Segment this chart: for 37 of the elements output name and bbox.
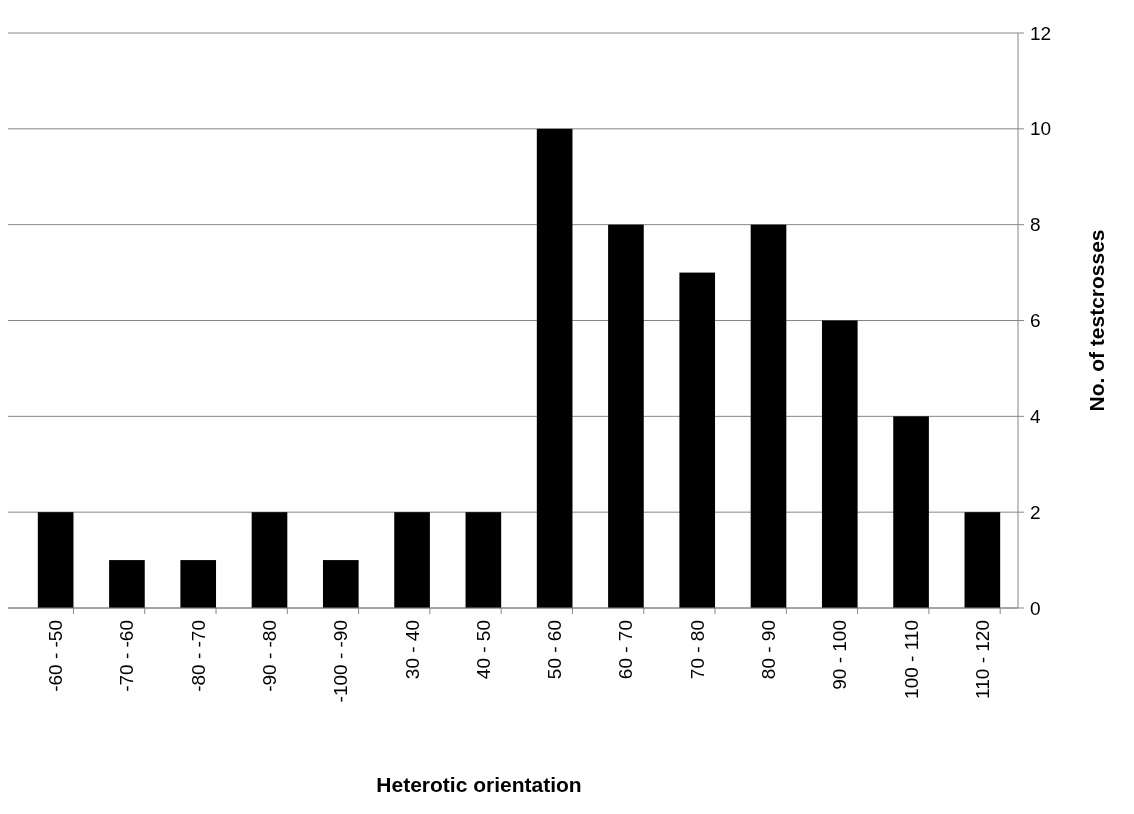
bar <box>394 512 430 608</box>
bar <box>964 512 1001 608</box>
x-axis-title: Heterotic orientation <box>376 773 582 796</box>
bar <box>750 224 787 608</box>
bar <box>679 272 716 608</box>
x-tick-label: -60 - -50 <box>45 620 67 692</box>
x-tick-label: 90 - 100 <box>829 620 851 690</box>
x-tick-label: -100 - -90 <box>330 620 352 703</box>
x-tick-label: 70 - 80 <box>686 620 708 680</box>
x-tick-label: 30 - 40 <box>401 620 423 680</box>
y-tick-label: 2 <box>1030 501 1041 523</box>
bar <box>109 560 145 608</box>
bar <box>322 560 359 608</box>
x-tick-label: 40 - 50 <box>472 620 494 680</box>
y-tick-label: 12 <box>1030 22 1052 44</box>
y-axis-title: No. of testcrosses <box>1084 229 1108 412</box>
bar <box>37 512 74 608</box>
bar <box>821 320 858 608</box>
x-tick-label: 50 - 60 <box>544 620 566 680</box>
bar <box>180 560 217 608</box>
bar <box>893 416 929 608</box>
x-tick-label: -70 - -60 <box>116 620 138 692</box>
y-tick-label: 0 <box>1030 597 1041 619</box>
bar <box>608 224 644 608</box>
x-tick-label: 60 - 70 <box>615 620 637 680</box>
bar <box>251 512 288 608</box>
y-tick-label: 4 <box>1030 405 1041 427</box>
y-tick-label: 8 <box>1030 214 1041 236</box>
x-tick-label: -90 - -80 <box>259 620 280 692</box>
bar <box>536 128 573 608</box>
y-tick-label: 10 <box>1030 118 1052 140</box>
x-tick-label: 100 - 110 <box>900 620 922 699</box>
x-tick-label: -80 - -70 <box>187 620 209 692</box>
bar <box>465 512 502 608</box>
y-tick-label: 6 <box>1030 310 1041 331</box>
x-tick-label: 110 - 120 <box>971 620 993 699</box>
x-tick-label: 80 - 90 <box>758 620 779 680</box>
